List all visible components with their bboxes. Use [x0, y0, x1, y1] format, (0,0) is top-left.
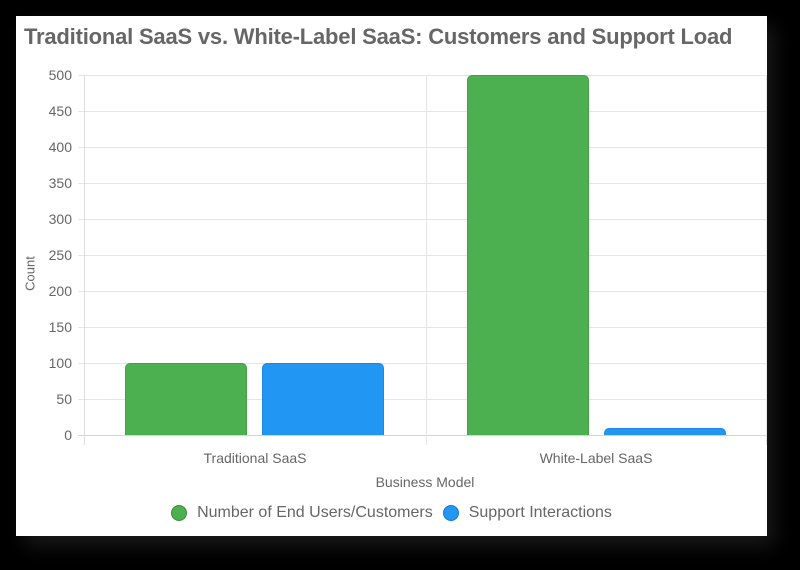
x-axis-label: Business Model [375, 474, 475, 490]
gridline [78, 183, 767, 184]
green-circle-icon [171, 505, 188, 521]
y-tick-label: 450 [48, 103, 72, 119]
gridline [78, 255, 767, 256]
gridline [78, 111, 767, 112]
y-axis-line [84, 75, 85, 445]
legend: Number of End Users/Customers Support In… [16, 504, 767, 522]
gridline [78, 327, 767, 328]
gridline [78, 399, 767, 400]
y-tick-label: 150 [48, 319, 72, 335]
plot-right-edge [766, 75, 767, 445]
y-tick-label: 300 [48, 211, 72, 227]
bar-white-label-saas-support-interactions[interactable] [604, 427, 726, 435]
category-divider [426, 75, 427, 445]
y-tick-label: 0 [64, 427, 72, 443]
bar-traditional-saas-end-users[interactable] [125, 363, 247, 435]
gridline [78, 219, 767, 220]
blue-circle-icon [442, 505, 459, 521]
y-tick-label: 200 [48, 283, 72, 299]
gridline [78, 291, 767, 292]
bar-traditional-saas-support-interactions[interactable] [262, 363, 384, 435]
gridline [78, 435, 767, 436]
bar-white-label-saas-end-users[interactable] [467, 75, 589, 435]
y-tick-label: 400 [48, 139, 72, 155]
legend-label: Number of End Users/Customers [197, 504, 433, 521]
y-tick-label: 100 [48, 355, 72, 371]
y-tick-label: 350 [48, 175, 72, 191]
gridline [78, 363, 767, 364]
gridline [78, 147, 767, 148]
chart-title: Traditional SaaS vs. White-Label SaaS: C… [24, 24, 733, 49]
y-tick-label: 500 [48, 67, 72, 83]
x-tick-traditional-saas: Traditional SaaS [203, 450, 307, 466]
legend-label: Support Interactions [468, 504, 612, 521]
chart-card: Traditional SaaS vs. White-Label SaaS: C… [16, 16, 767, 536]
y-tick-label: 250 [48, 247, 72, 263]
x-tick-white-label-saas: White-Label SaaS [539, 450, 653, 466]
legend-item-end-users[interactable]: Number of End Users/Customers [171, 504, 433, 522]
legend-item-support-interactions[interactable]: Support Interactions [442, 504, 612, 522]
y-tick-label: 50 [56, 391, 72, 407]
gridline [78, 75, 767, 76]
